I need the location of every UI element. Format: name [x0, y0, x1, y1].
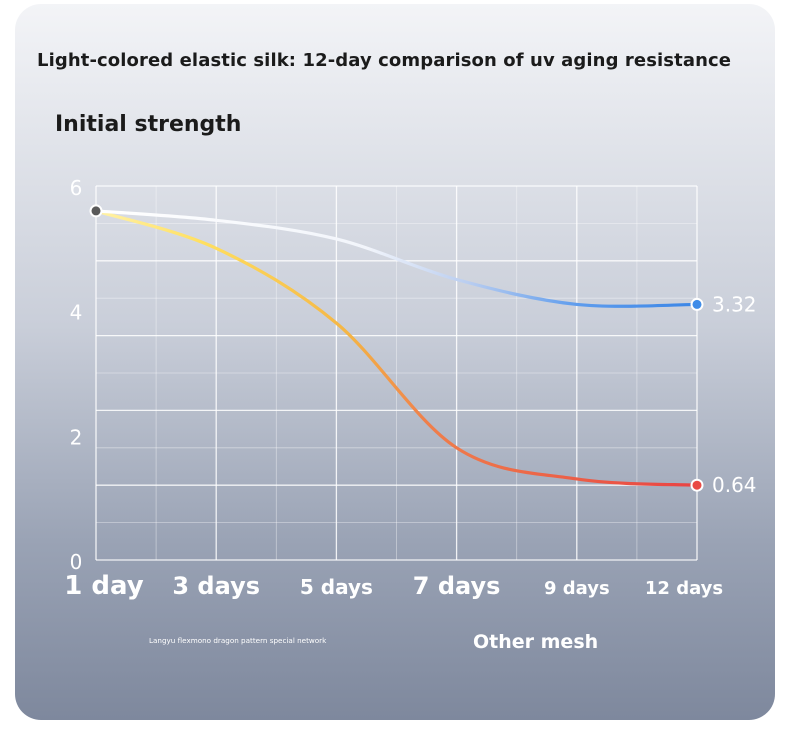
- end-value-label: 3.32: [712, 292, 757, 316]
- legend-label-other-mesh: Other mesh: [473, 631, 598, 653]
- y-axis-title: Initial strength: [55, 112, 242, 137]
- series-lines: [94, 209, 699, 487]
- start-point-marker: [89, 204, 103, 218]
- x-tick-label: 12 days: [645, 578, 723, 599]
- grid: [95, 185, 698, 561]
- x-tick-label: 3 days: [172, 572, 260, 600]
- legend: Langyu flexmono dragon pattern special n…: [78, 631, 598, 653]
- y-tick-label: 2: [70, 425, 83, 449]
- x-tick-label: 9 days: [544, 578, 610, 599]
- x-tick-label: 7 days: [413, 572, 501, 600]
- y-tick-label: 4: [70, 301, 83, 325]
- y-tick-label: 0: [70, 550, 83, 574]
- legend-label-langyu: Langyu flexmono dragon pattern special n…: [149, 636, 327, 645]
- axis-ticks: 0 2 4 6 1 day 3 days 5 days 7 days 9 days 12 days: [64, 176, 723, 601]
- series-line-langyu: [94, 209, 699, 308]
- x-tick-label: 1 day: [64, 571, 143, 601]
- chart-title: Light-colored elastic silk: 12-day compa…: [37, 50, 732, 71]
- series-line-other-mesh: [94, 209, 699, 487]
- y-tick-label: 6: [70, 176, 83, 200]
- end-point-marker: [690, 297, 704, 311]
- x-tick-label: 5 days: [300, 575, 373, 599]
- series-markers: 3.32 0.64: [89, 204, 757, 497]
- end-point-marker: [690, 478, 704, 492]
- end-value-label: 0.64: [712, 473, 757, 497]
- chart-card: Light-colored elastic silk: 12-day compa…: [15, 4, 775, 720]
